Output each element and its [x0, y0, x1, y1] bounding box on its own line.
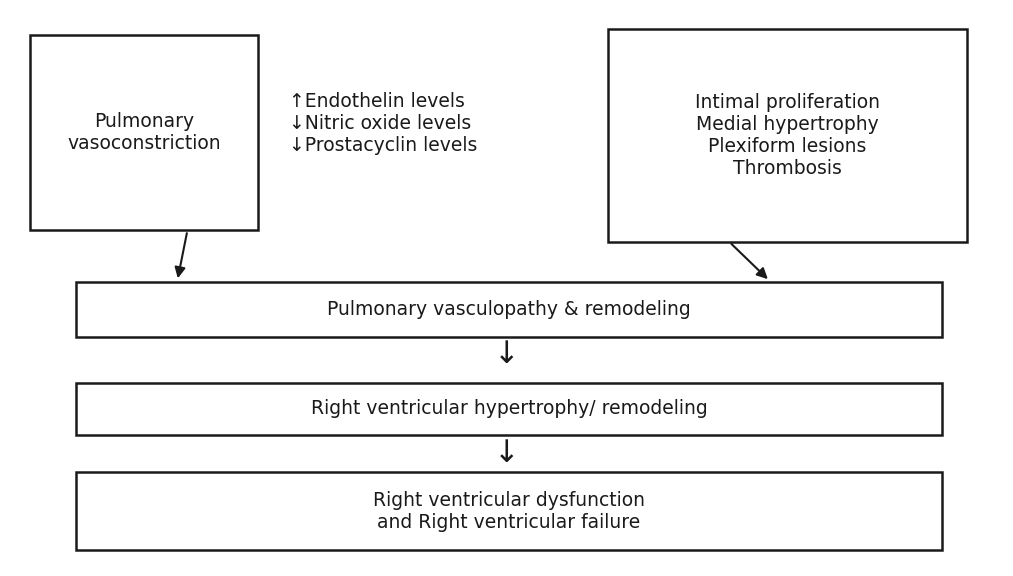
- Bar: [30, 35, 258, 230]
- Bar: [608, 29, 967, 242]
- Text: ↓: ↓: [493, 439, 520, 468]
- Text: Pulmonary
vasoconstriction: Pulmonary vasoconstriction: [68, 112, 221, 153]
- Text: Right ventricular hypertrophy/ remodeling: Right ventricular hypertrophy/ remodelin…: [311, 400, 707, 418]
- Bar: [76, 472, 942, 550]
- Bar: [76, 383, 942, 435]
- Text: ↓: ↓: [493, 340, 520, 369]
- Text: ↑Endothelin levels
↓Nitric oxide levels
↓Prostacyclin levels: ↑Endothelin levels ↓Nitric oxide levels …: [289, 92, 477, 156]
- Bar: [76, 282, 942, 337]
- Text: Pulmonary vasculopathy & remodeling: Pulmonary vasculopathy & remodeling: [327, 300, 691, 319]
- Text: Intimal proliferation
Medial hypertrophy
Plexiform lesions
Thrombosis: Intimal proliferation Medial hypertrophy…: [695, 93, 880, 178]
- Text: Right ventricular dysfunction
and Right ventricular failure: Right ventricular dysfunction and Right …: [373, 491, 645, 532]
